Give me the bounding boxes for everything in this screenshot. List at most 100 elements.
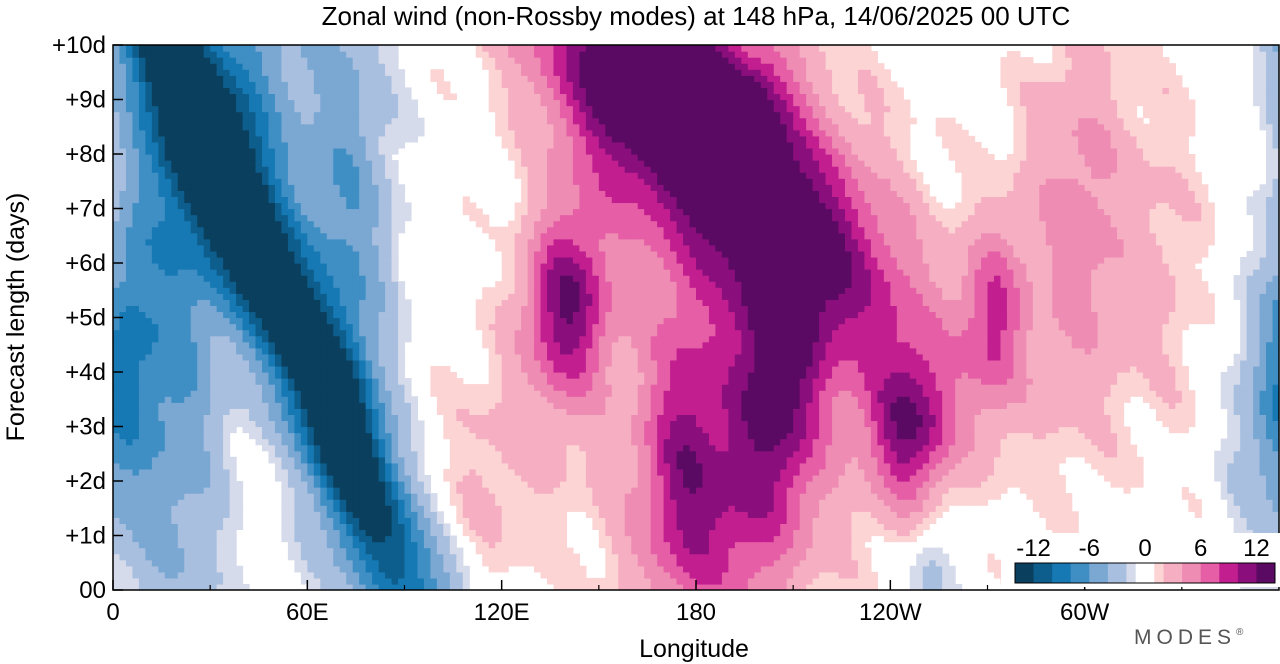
heat-cell xyxy=(605,535,613,543)
heat-cell xyxy=(495,444,503,452)
heat-cell xyxy=(359,535,367,543)
heat-cell xyxy=(734,493,742,500)
heat-cell xyxy=(469,426,477,434)
heat-cell xyxy=(857,468,866,476)
heat-cell xyxy=(274,462,283,470)
heat-cell xyxy=(521,559,529,567)
heat-cell xyxy=(514,456,522,464)
heat-cell xyxy=(1065,390,1073,397)
heat-cell xyxy=(372,547,380,555)
heat-cell xyxy=(825,571,833,579)
heat-cell xyxy=(670,511,678,518)
heat-cell xyxy=(352,414,360,422)
heat-cell xyxy=(721,553,729,561)
heat-cell xyxy=(864,499,872,506)
heat-cell xyxy=(948,396,956,403)
heat-cell xyxy=(281,420,289,428)
heat-cell xyxy=(547,456,555,464)
heat-cell xyxy=(210,523,218,531)
heat-cell xyxy=(819,481,827,488)
heat-cell xyxy=(398,511,406,518)
heat-cell xyxy=(171,468,179,476)
heat-cell xyxy=(333,426,341,434)
heat-cell xyxy=(825,553,833,561)
heat-cell xyxy=(223,547,231,555)
heat-cell xyxy=(812,384,820,391)
heat-cell xyxy=(780,432,788,440)
heat-cell xyxy=(832,553,840,561)
heat-cell xyxy=(398,487,406,494)
heat-cell xyxy=(838,438,846,446)
heat-cell xyxy=(1078,420,1086,428)
heat-cell xyxy=(216,523,224,531)
heat-cell xyxy=(767,420,775,428)
heat-cell xyxy=(365,462,373,470)
heat-cell xyxy=(637,529,645,537)
heat-cell xyxy=(1246,481,1254,488)
heat-cell xyxy=(734,378,742,385)
heat-cell xyxy=(307,426,315,434)
heat-cell xyxy=(747,474,755,482)
heat-cell xyxy=(1117,384,1125,391)
heat-cell xyxy=(838,577,846,585)
heat-cell xyxy=(449,432,457,440)
heat-cell xyxy=(786,535,794,543)
heat-cell xyxy=(844,529,853,537)
heat-cell xyxy=(721,432,729,440)
heat-cell xyxy=(1019,474,1027,482)
heat-cell xyxy=(793,541,801,549)
heat-cell xyxy=(294,523,302,531)
heat-cell xyxy=(1104,450,1112,458)
heat-cell xyxy=(987,474,995,482)
heat-cell xyxy=(760,529,768,537)
heat-cell xyxy=(365,577,373,585)
heat-cell xyxy=(1175,396,1183,403)
heat-cell xyxy=(786,402,794,409)
heat-cell xyxy=(579,432,587,440)
heat-cell xyxy=(767,529,775,537)
heat-cell xyxy=(812,402,820,409)
heat-cell xyxy=(151,517,159,524)
heat-cell xyxy=(333,402,341,409)
heat-cell xyxy=(721,505,729,512)
heat-cell xyxy=(806,523,814,531)
heat-cell xyxy=(475,493,483,500)
heat-cell xyxy=(747,499,755,506)
heat-cell xyxy=(210,426,218,434)
heat-cell xyxy=(650,541,658,549)
heat-cell xyxy=(501,565,509,573)
heat-cell xyxy=(449,535,457,543)
heat-cell xyxy=(423,565,432,573)
heat-cell xyxy=(1104,384,1112,391)
heat-cell xyxy=(255,384,263,391)
heat-cell xyxy=(210,499,218,506)
heat-cell xyxy=(598,384,606,391)
heat-cell xyxy=(592,396,600,403)
heat-cell xyxy=(760,571,768,579)
heat-cell xyxy=(158,450,166,458)
heat-cell xyxy=(534,462,542,470)
heat-cell xyxy=(780,487,788,494)
heat-cell xyxy=(242,390,250,397)
heat-cell xyxy=(657,402,665,409)
heat-cell xyxy=(773,378,781,385)
heat-cell xyxy=(352,583,360,590)
heat-cell xyxy=(190,408,198,415)
heat-cell xyxy=(125,408,134,415)
heat-cell xyxy=(229,577,237,585)
heat-cell xyxy=(728,408,736,415)
heat-cell xyxy=(559,529,568,537)
heat-cell xyxy=(657,517,665,524)
heat-cell xyxy=(1220,481,1228,488)
heat-cell xyxy=(184,577,192,585)
heat-cell xyxy=(1181,390,1189,397)
heat-cell xyxy=(657,384,665,391)
heat-cell xyxy=(715,559,723,567)
heat-cell xyxy=(689,541,697,549)
heat-cell xyxy=(281,511,289,518)
heat-cell xyxy=(119,487,127,494)
heat-cell xyxy=(534,414,542,422)
heat-cell xyxy=(1032,378,1040,385)
heat-cell xyxy=(637,511,645,518)
heat-cell xyxy=(1052,505,1060,512)
